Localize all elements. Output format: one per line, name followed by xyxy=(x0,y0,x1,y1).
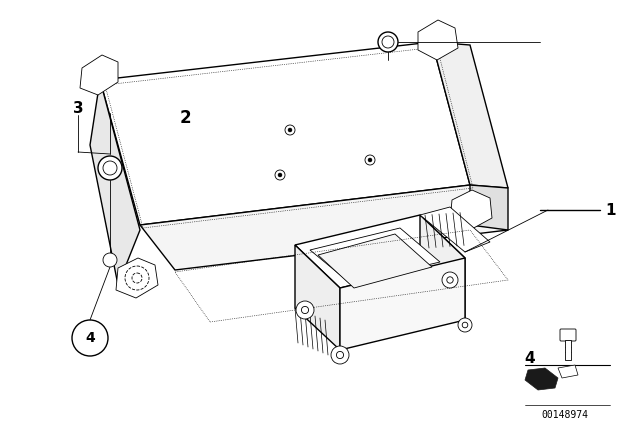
Circle shape xyxy=(285,125,295,135)
Circle shape xyxy=(378,32,398,52)
FancyBboxPatch shape xyxy=(560,329,576,341)
Circle shape xyxy=(103,253,117,267)
Circle shape xyxy=(458,318,472,332)
Polygon shape xyxy=(432,42,508,188)
Circle shape xyxy=(72,320,108,356)
Polygon shape xyxy=(100,42,470,225)
Polygon shape xyxy=(140,185,508,270)
Circle shape xyxy=(442,272,458,288)
Circle shape xyxy=(296,301,314,319)
Polygon shape xyxy=(90,80,140,285)
Polygon shape xyxy=(310,228,440,283)
Text: 4: 4 xyxy=(85,331,95,345)
Polygon shape xyxy=(418,20,458,60)
Circle shape xyxy=(275,170,285,180)
Polygon shape xyxy=(558,365,578,378)
Polygon shape xyxy=(318,234,432,288)
Text: 2: 2 xyxy=(179,109,191,127)
Text: 00148974: 00148974 xyxy=(541,410,589,420)
Circle shape xyxy=(365,155,375,165)
Bar xyxy=(565,340,571,360)
Circle shape xyxy=(382,36,394,48)
Text: 4: 4 xyxy=(525,350,535,366)
Polygon shape xyxy=(295,215,465,288)
Circle shape xyxy=(288,128,292,132)
Text: 1: 1 xyxy=(605,202,616,217)
Polygon shape xyxy=(420,215,465,320)
Polygon shape xyxy=(340,258,465,350)
Circle shape xyxy=(98,156,122,180)
Circle shape xyxy=(368,158,372,162)
Polygon shape xyxy=(525,368,558,390)
Circle shape xyxy=(278,173,282,177)
Polygon shape xyxy=(295,245,340,350)
Circle shape xyxy=(103,161,117,175)
Polygon shape xyxy=(420,207,490,252)
Polygon shape xyxy=(116,258,158,298)
Circle shape xyxy=(331,346,349,364)
Polygon shape xyxy=(80,55,118,95)
Polygon shape xyxy=(450,190,492,230)
Polygon shape xyxy=(470,185,508,230)
Text: 3: 3 xyxy=(73,100,83,116)
